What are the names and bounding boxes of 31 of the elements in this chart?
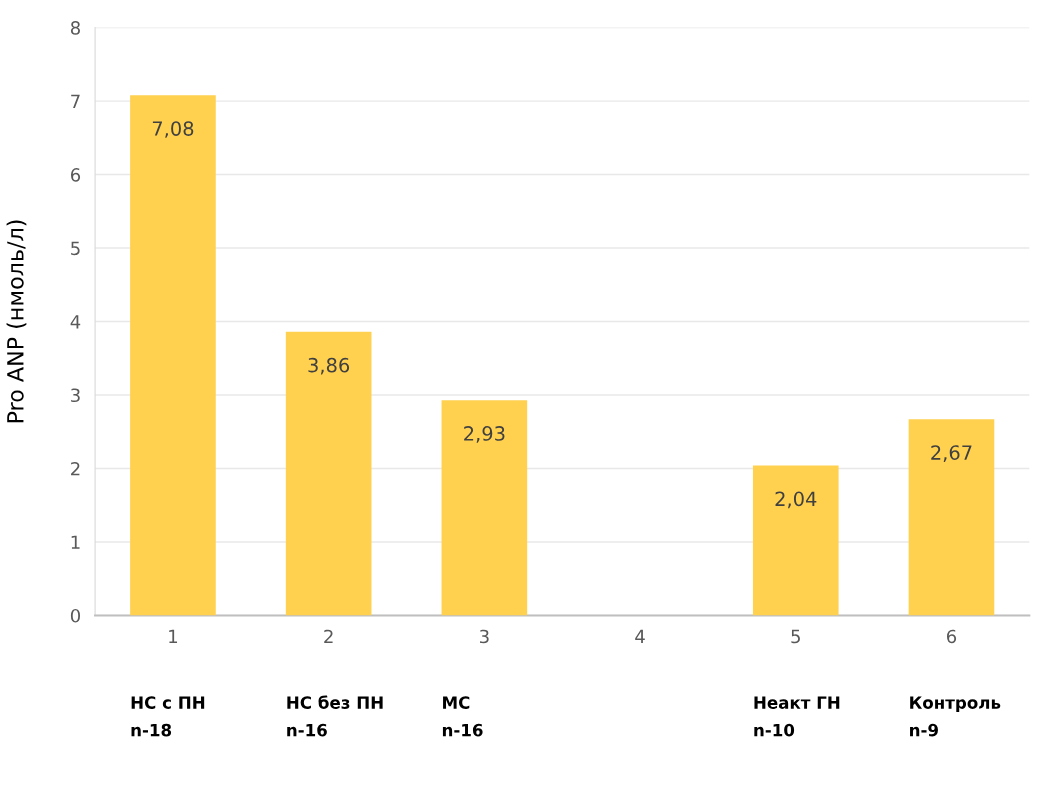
bar [285,331,372,616]
data-label: 2,04 [775,491,817,509]
y-axis-title: Pro ANP (нмоль/л) [6,220,27,423]
text: Контроль n-9 [910,696,1001,737]
data-label: 2,93 [464,426,505,443]
y-tick-label: 3 [71,388,80,403]
bar [908,419,995,616]
y-tick-label: 8 [70,21,80,35]
bar [441,400,528,616]
y-tick-label: 7 [71,94,80,108]
data-label: 7,08 [152,121,194,138]
y-tick-label: 5 [71,241,80,256]
text: МС n-16 [442,696,483,737]
x-tick-label: 1 [169,629,178,644]
y-tick-label: 0 [70,608,81,623]
y-tick-label: 2 [71,461,80,476]
x-tick-label: 4 [635,629,645,644]
text: Неакт ГН n-10 [754,696,840,737]
data-label: 2,67 [931,445,972,462]
y-tick-label: 1 [71,535,80,549]
text: НС с ПН n-18 [131,696,205,737]
x-tick-label: 5 [791,629,800,644]
bar [130,95,216,616]
x-tick-label: 2 [324,629,333,644]
y-tick-label: 6 [70,168,81,182]
data-label: 3,86 [308,357,350,375]
x-tick-label: 6 [946,629,957,644]
x-tick-label: 3 [479,629,489,644]
y-tick-label: 4 [70,315,81,329]
bar [752,465,839,616]
text: НС без ПН n-16 [287,695,383,737]
